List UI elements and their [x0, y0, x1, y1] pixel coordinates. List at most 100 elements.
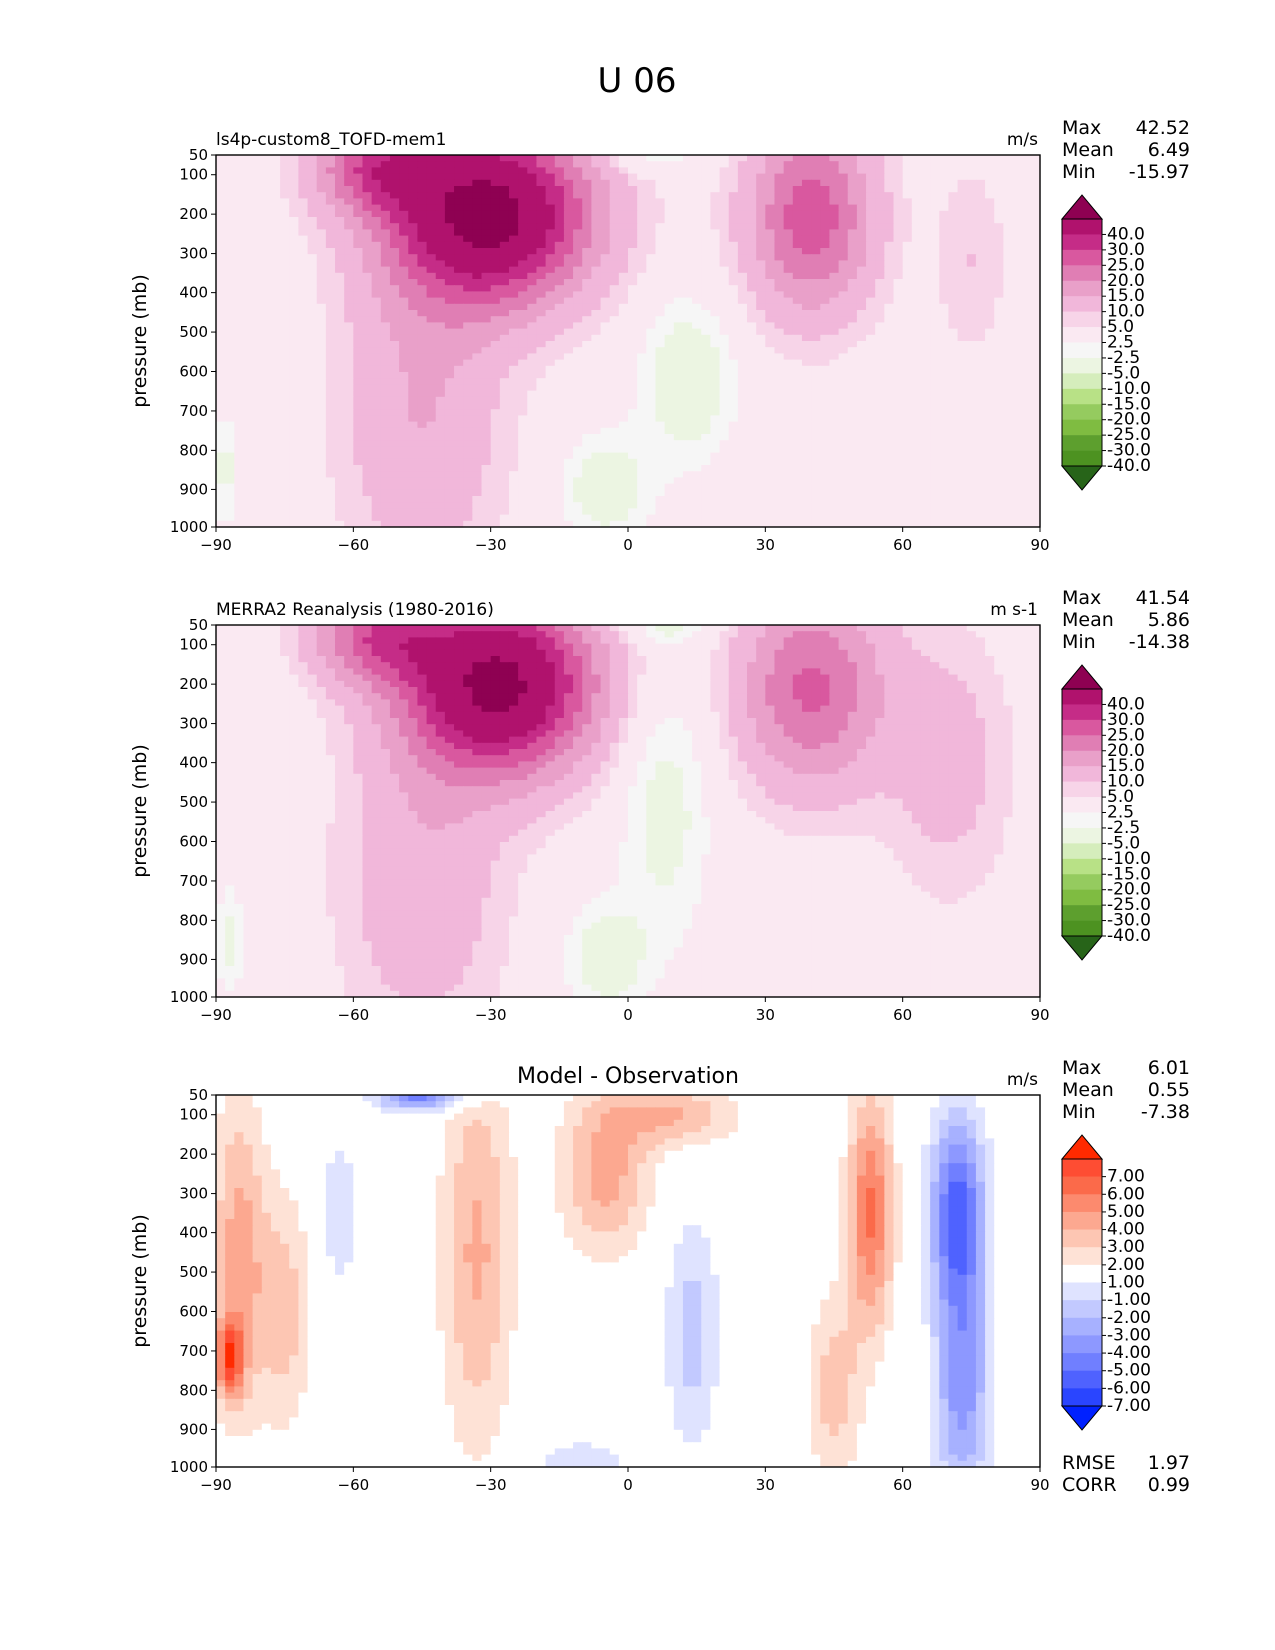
contour-cell: [985, 390, 995, 398]
contour-cell: [261, 167, 272, 175]
contour-cell: [325, 229, 336, 237]
contour-cell: [234, 229, 245, 237]
contour-cell: [975, 446, 986, 454]
contour-cell: [682, 372, 693, 379]
contour-cell: [490, 496, 501, 503]
contour-cell: [454, 334, 464, 342]
contour-cell: [225, 241, 235, 249]
contour-cell: [747, 328, 757, 336]
contour-cell: [252, 179, 263, 187]
contour-cell: [380, 409, 391, 416]
contour-cell: [820, 192, 831, 199]
contour-cell: [270, 192, 281, 199]
contour-cell: [856, 179, 867, 187]
contour-cell: [463, 415, 473, 423]
contour-cell: [756, 210, 766, 218]
units-label: m/s: [1007, 130, 1038, 150]
contour-cell: [335, 260, 345, 268]
contour-cell: [216, 303, 226, 311]
contour-cell: [362, 229, 373, 237]
contour-cell: [939, 279, 950, 286]
contour-cell: [792, 409, 803, 416]
contour-cell: [261, 489, 272, 497]
contour-cell: [646, 328, 657, 336]
contour-cell: [289, 483, 299, 491]
contour-cell: [911, 279, 922, 286]
contour-cell: [344, 477, 354, 485]
contour-cell: [994, 279, 1004, 286]
contour-cell: [490, 235, 501, 243]
contour-cell: [637, 297, 647, 305]
contour-cell: [893, 328, 904, 336]
contour-cell: [536, 390, 547, 398]
contour-cell: [335, 365, 345, 373]
contour-cell: [335, 204, 345, 212]
contour-cell: [985, 372, 995, 379]
contour-cell: [454, 372, 464, 379]
contour-cell: [417, 415, 428, 423]
contour-cell: [866, 452, 876, 460]
contour-cell: [939, 396, 950, 404]
contour-cell: [408, 192, 419, 199]
contour-cell: [389, 328, 400, 336]
contour-cell: [243, 186, 254, 193]
contour-cell: [289, 260, 299, 268]
contour-cell: [563, 496, 574, 503]
contour-cell: [1003, 372, 1014, 379]
contour-cell: [682, 316, 693, 323]
contour-cell: [801, 434, 812, 441]
contour-cell: [435, 155, 446, 162]
contour-cell: [747, 477, 757, 485]
contour-cell: [765, 446, 776, 454]
contour-cell: [710, 341, 721, 348]
contour-cell: [637, 285, 647, 292]
contour-cell: [591, 477, 602, 485]
contour-cell: [234, 465, 245, 472]
contour-cell: [756, 310, 766, 317]
contour-cell: [353, 415, 364, 423]
contour-cell: [966, 198, 977, 206]
contour-cell: [747, 359, 757, 367]
contour-cell: [655, 427, 666, 435]
contour-cell: [975, 235, 986, 243]
contour-cell: [966, 341, 977, 348]
contour-cell: [362, 409, 373, 416]
contour-cell: [408, 198, 419, 206]
contour-cell: [856, 353, 867, 361]
contour-cell: [765, 272, 776, 280]
contour-cell: [463, 192, 473, 199]
contour-cell: [371, 260, 382, 268]
contour-cell: [417, 198, 428, 206]
contour-cell: [664, 223, 675, 230]
contour-cell: [609, 427, 620, 435]
contour-cell: [792, 483, 803, 491]
contour-cell: [380, 347, 391, 354]
contour-cell: [866, 440, 876, 447]
contour-cell: [875, 291, 885, 299]
contour-cell: [270, 452, 281, 460]
contour-cell: [536, 272, 547, 280]
contour-cell: [573, 409, 583, 416]
contour-cell: [389, 421, 400, 429]
contour-cell: [646, 266, 657, 274]
contour-cell: [646, 334, 657, 342]
contour-cell: [490, 483, 501, 491]
contour-cell: [838, 241, 849, 249]
contour-cell: [792, 396, 803, 404]
contour-cell: [563, 359, 574, 367]
contour-cell: [911, 217, 922, 224]
contour-cell: [298, 186, 309, 193]
contour-cell: [280, 372, 290, 379]
contour-cell: [380, 328, 391, 336]
contour-cell: [811, 341, 821, 348]
contour-cell: [243, 223, 254, 230]
contour-cell: [289, 403, 299, 410]
contour-cell: [371, 198, 382, 206]
contour-cell: [463, 297, 473, 305]
contour-cell: [536, 378, 547, 385]
contour-cell: [582, 396, 592, 404]
contour-cell: [399, 248, 409, 255]
contour-cell: [591, 179, 602, 187]
contour-cell: [737, 415, 748, 423]
contour-cell: [270, 409, 281, 416]
